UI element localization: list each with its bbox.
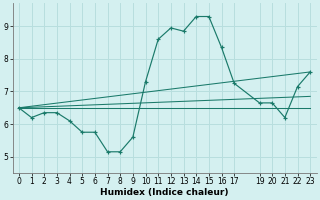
X-axis label: Humidex (Indice chaleur): Humidex (Indice chaleur)	[100, 188, 229, 197]
